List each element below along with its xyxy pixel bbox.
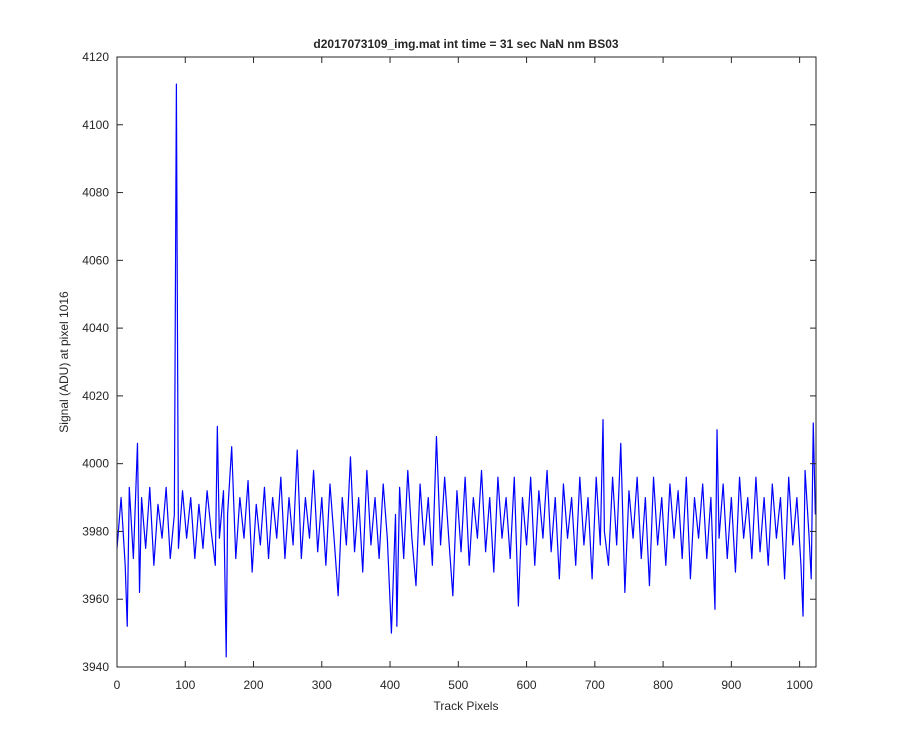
- x-axis-label: Track Pixels: [434, 699, 499, 713]
- x-tick-label: 500: [448, 678, 468, 692]
- x-tick-label: 100: [175, 678, 195, 692]
- x-tick-label: 800: [653, 678, 673, 692]
- axes-box: [116, 56, 817, 668]
- x-tick-label: 200: [244, 678, 264, 692]
- x-tick-label: 0: [114, 678, 121, 692]
- x-tick-label: 600: [517, 678, 537, 692]
- x-tick-label: 1000: [786, 678, 813, 692]
- y-axis-label: Signal (ADU) at pixel 1016: [57, 291, 71, 433]
- y-tick-label: 4000: [82, 457, 109, 471]
- y-tick-label: 4040: [82, 321, 109, 335]
- x-tick-label: 900: [721, 678, 741, 692]
- chart-title: d2017073109_img.mat int time = 31 sec Na…: [313, 37, 618, 51]
- y-tick-label: 3940: [82, 660, 109, 674]
- x-tick-label: 700: [585, 678, 605, 692]
- plot-area: [117, 57, 816, 667]
- y-tick-label: 4120: [82, 50, 109, 64]
- y-tick-label: 4020: [82, 389, 109, 403]
- y-tick-label: 3980: [82, 524, 109, 538]
- y-tick-label: 4080: [82, 186, 109, 200]
- y-tick-label: 4100: [82, 118, 109, 132]
- x-tick-label: 300: [312, 678, 332, 692]
- x-tick-label: 400: [380, 678, 400, 692]
- data-line: [116, 83, 816, 658]
- y-tick-label: 3960: [82, 592, 109, 606]
- y-tick-label: 4060: [82, 253, 109, 267]
